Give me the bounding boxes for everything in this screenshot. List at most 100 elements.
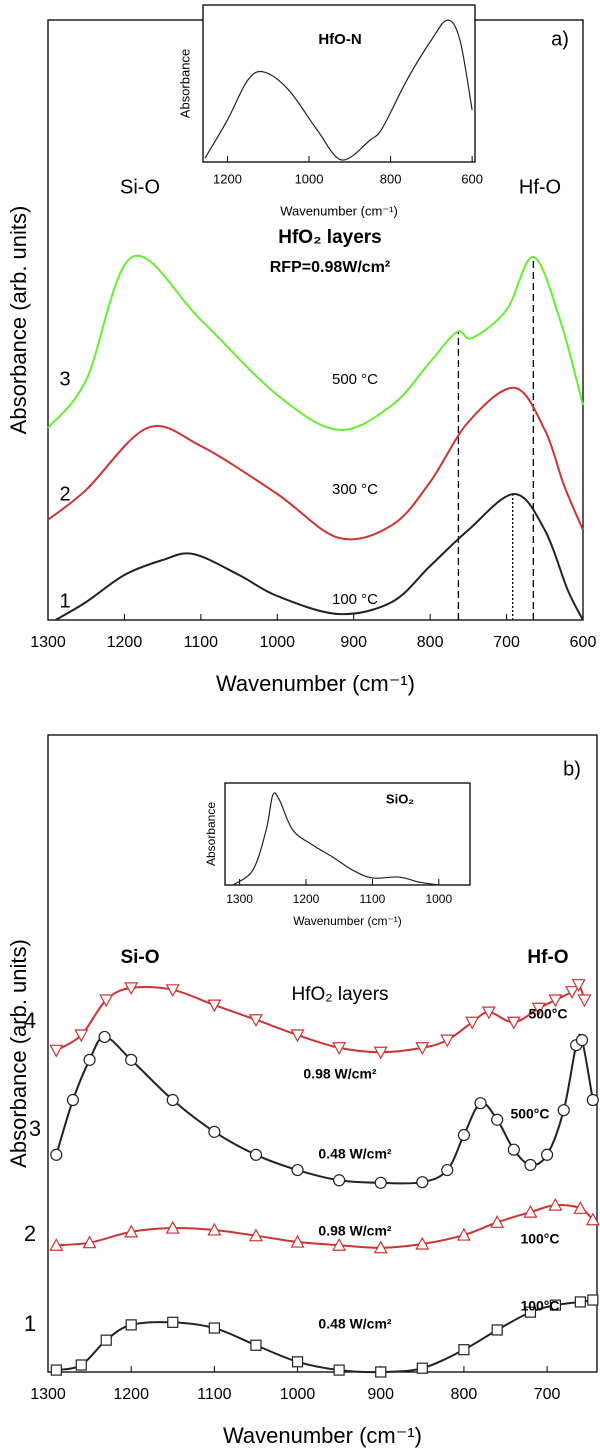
marker (291, 1356, 304, 1368)
x-tick-label: 1300 (30, 1386, 66, 1403)
annotation: 500°C (510, 1106, 549, 1122)
series-label: 4 (24, 1008, 36, 1033)
marker (575, 1034, 589, 1047)
x-tick-label: 1000 (295, 171, 324, 186)
marker (333, 1364, 345, 1376)
marker (540, 1148, 554, 1161)
x-tick-label: 900 (367, 1386, 394, 1403)
marker (125, 1319, 137, 1331)
marker (124, 982, 139, 996)
marker (491, 1324, 503, 1336)
series-line (47, 386, 584, 541)
marker (83, 1053, 96, 1066)
marker (290, 1029, 305, 1043)
annotation: Hf-O (527, 947, 568, 968)
marker (49, 1237, 64, 1251)
y-axis-title: Absorbance (177, 49, 192, 118)
series-label: 1 (59, 590, 70, 612)
marker (207, 1222, 222, 1236)
marker (332, 1042, 347, 1056)
marker (248, 1228, 263, 1242)
marker (82, 1235, 97, 1249)
x-axis-title: Wavenumber (cm⁻¹) (223, 1423, 422, 1448)
series-label: 2 (24, 1221, 36, 1246)
plot-frame (202, 4, 476, 163)
x-tick-label: 600 (461, 171, 483, 186)
marker (208, 1322, 220, 1334)
series-line (47, 254, 584, 431)
x-tick-label: 900 (340, 634, 367, 651)
series-label: 3 (59, 368, 70, 390)
x-tick-label: 1200 (293, 892, 320, 906)
x-tick-label: 1300 (226, 892, 253, 906)
series-label: 1 (24, 1311, 36, 1336)
x-tick-label: 1300 (30, 634, 66, 651)
x-tick-label: 1200 (213, 171, 242, 186)
plot-frame (47, 734, 598, 1373)
marker (50, 1148, 63, 1161)
marker (291, 1163, 304, 1177)
annotation: 100°C (520, 1231, 559, 1247)
marker (248, 1014, 263, 1027)
x-tick-label: 600 (570, 634, 597, 651)
x-axis-title: Wavenumber (cm⁻¹) (216, 671, 415, 696)
series-line (232, 792, 439, 886)
marker (50, 1364, 62, 1376)
marker (571, 979, 586, 992)
marker (531, 1002, 546, 1016)
annotation: 0.98 W/cm² (318, 1223, 391, 1239)
marker (165, 1220, 180, 1234)
marker (375, 1366, 387, 1378)
annotation: HfO₂ layers (291, 984, 388, 1005)
marker (577, 994, 592, 1008)
x-tick-label: 1000 (259, 634, 295, 651)
annotation: 500 °C (332, 371, 378, 388)
series-line (56, 1203, 594, 1249)
marker (207, 999, 222, 1013)
marker (549, 1299, 562, 1311)
x-tick-label: 1200 (107, 634, 143, 651)
x-tick-label: 800 (451, 1386, 478, 1403)
marker (587, 1294, 599, 1306)
marker (441, 1163, 454, 1177)
marker (456, 1227, 471, 1241)
series-line (55, 492, 584, 621)
marker (166, 1093, 179, 1107)
marker (586, 1093, 599, 1107)
marker (415, 1042, 430, 1056)
annotation: Hf-O (519, 176, 561, 198)
marker (458, 1344, 470, 1356)
marker (585, 1212, 600, 1226)
marker (415, 1236, 430, 1250)
marker (333, 1174, 346, 1187)
marker (465, 1016, 480, 1030)
marker (565, 986, 580, 999)
plot-frame (224, 782, 471, 886)
marker (574, 1296, 586, 1308)
marker (125, 1053, 138, 1066)
marker (250, 1339, 262, 1351)
annotation: HfO₂ layers (278, 227, 382, 248)
annotation: 300 °C (332, 481, 378, 498)
marker (99, 994, 114, 1008)
annotation: Si-O (120, 947, 159, 968)
annotation: 100 °C (332, 591, 378, 608)
marker (167, 1316, 179, 1328)
annotation: RFP=0.98W/cm² (270, 259, 390, 276)
marker (523, 1204, 538, 1218)
x-tick-label: 1000 (280, 1386, 316, 1403)
marker (481, 1006, 496, 1020)
annotation: 0.48 W/cm² (318, 1316, 391, 1332)
panel-label: b) (563, 758, 581, 780)
series-label: 3 (29, 1116, 41, 1141)
x-tick-label: 800 (417, 634, 444, 651)
y-axis-title: Absorbance (arb. units) (6, 939, 31, 1168)
x-tick-label: 800 (380, 171, 402, 186)
marker (506, 1016, 521, 1030)
y-axis-title: Absorbance (arb. units) (6, 206, 31, 435)
marker (249, 1148, 263, 1161)
marker (491, 1113, 504, 1126)
annotation: Si-O (120, 176, 160, 198)
marker (98, 1030, 111, 1044)
